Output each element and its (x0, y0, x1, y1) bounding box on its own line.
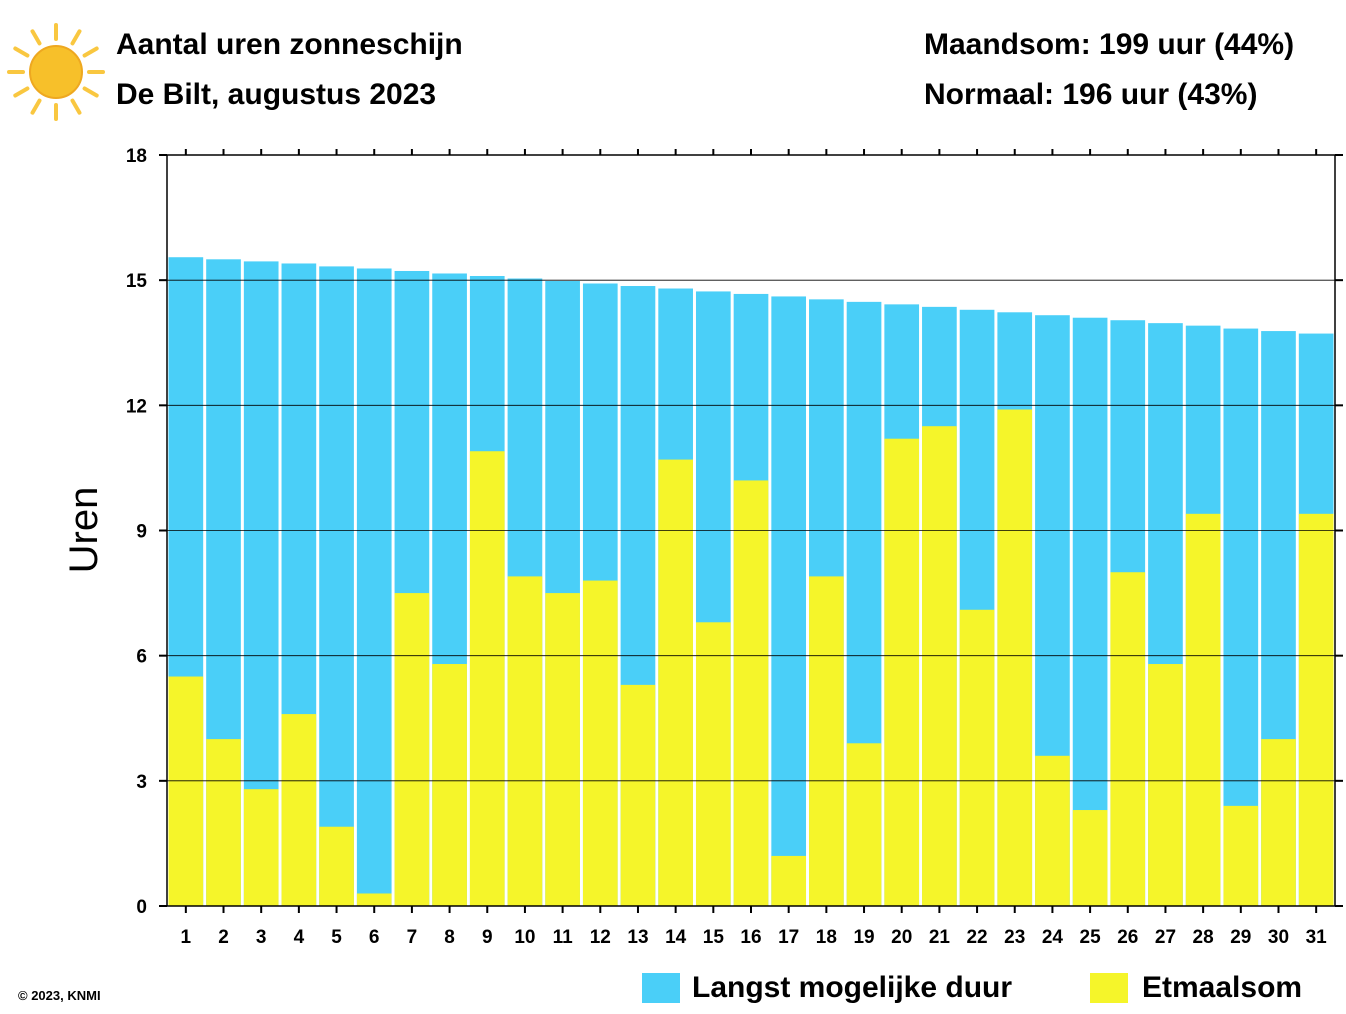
x-tick-label-30: 30 (1268, 927, 1289, 948)
bar-actual-24 (1035, 755, 1070, 906)
sun-disc (29, 45, 83, 99)
x-tick-label-31: 31 (1306, 927, 1328, 948)
bar-actual-18 (809, 576, 844, 906)
sun-ray (82, 46, 99, 58)
x-tick-label-27: 27 (1155, 927, 1176, 948)
copyright-credit: © 2023, KNMI (18, 988, 101, 1003)
bar-actual-14 (658, 459, 693, 906)
x-tick-label-14: 14 (665, 927, 687, 948)
bar-possible-5 (319, 266, 354, 907)
normal-total: Normaal: 196 uur (43%) (924, 78, 1257, 111)
legend-label-possible: Langst mogelijke duur (692, 971, 1012, 1004)
x-tick-label-7: 7 (407, 927, 418, 948)
bar-actual-13 (620, 684, 656, 906)
bar-possible-6 (356, 268, 392, 906)
chart-title: Aantal uren zonneschijn (116, 28, 463, 61)
bar-actual-25 (1072, 810, 1108, 906)
x-tick-label-24: 24 (1042, 927, 1064, 948)
bar-actual-12 (582, 580, 618, 906)
bar-actual-10 (507, 576, 543, 906)
y-tick-label: 3 (136, 772, 147, 793)
legend-swatch-possible (642, 973, 680, 1003)
x-tick-label-23: 23 (1004, 927, 1025, 948)
x-tick-label-21: 21 (929, 927, 951, 948)
x-tick-label-19: 19 (853, 927, 874, 948)
bar-actual-20 (884, 438, 920, 906)
bar-actual-22 (959, 609, 995, 906)
y-tick-label: 18 (126, 146, 147, 167)
x-tick-label-11: 11 (553, 927, 574, 948)
bar-actual-6 (356, 893, 392, 906)
x-tick-label-28: 28 (1193, 927, 1214, 948)
bar-actual-5 (319, 826, 354, 906)
bar-actual-27 (1148, 664, 1183, 906)
bar-actual-19 (846, 743, 882, 906)
bar-actual-30 (1261, 739, 1296, 906)
sun-ray (13, 86, 30, 98)
bar-actual-31 (1298, 513, 1334, 906)
x-tick-label-3: 3 (256, 927, 267, 948)
x-tick-label-15: 15 (703, 927, 725, 948)
x-tick-label-16: 16 (740, 927, 761, 948)
bar-actual-2 (206, 739, 241, 906)
y-axis-label: Uren (62, 487, 106, 574)
x-tick-label-13: 13 (627, 927, 648, 948)
bar-actual-7 (394, 593, 430, 906)
monthly-total: Maandsom: 199 uur (44%) (924, 28, 1294, 61)
bar-possible-25 (1072, 317, 1108, 906)
y-tick-label: 0 (136, 897, 147, 918)
bar-actual-23 (997, 409, 1033, 906)
x-tick-label-4: 4 (294, 927, 305, 948)
bar-actual-29 (1223, 805, 1259, 906)
bar-actual-9 (469, 451, 505, 906)
sun-ray (30, 29, 42, 46)
x-tick-label-5: 5 (331, 927, 342, 948)
x-tick-label-6: 6 (369, 927, 380, 948)
legend-swatch-actual (1090, 973, 1128, 1003)
legend: Langst mogelijke duur Etmaalsom (642, 971, 1302, 1004)
sun-icon (7, 23, 105, 121)
y-tick-label: 15 (126, 271, 148, 292)
legend-label-actual: Etmaalsom (1142, 971, 1302, 1004)
x-tick-label-9: 9 (482, 927, 493, 948)
bar-actual-26 (1110, 572, 1146, 906)
y-tick-label: 12 (126, 396, 147, 417)
sun-ray (82, 86, 99, 98)
x-tick-label-26: 26 (1117, 927, 1138, 948)
x-tick-label-8: 8 (444, 927, 455, 948)
bar-actual-16 (733, 480, 769, 906)
bar-actual-3 (243, 789, 279, 906)
x-tick-label-1: 1 (181, 927, 192, 948)
bar-actual-8 (432, 664, 467, 906)
bar-actual-28 (1185, 513, 1221, 906)
x-tick-label-18: 18 (816, 927, 837, 948)
x-tick-label-17: 17 (778, 927, 799, 948)
x-tick-label-2: 2 (218, 927, 229, 948)
sun-ray (70, 98, 82, 115)
x-tick-label-10: 10 (514, 927, 535, 948)
sun-ray (13, 46, 30, 58)
bar-actual-11 (545, 593, 580, 906)
y-tick-label: 9 (136, 522, 147, 543)
x-tick-label-12: 12 (590, 927, 611, 948)
x-tick-label-29: 29 (1230, 927, 1251, 948)
chart-subtitle: De Bilt, augustus 2023 (116, 78, 436, 111)
x-tick-label-22: 22 (966, 927, 987, 948)
bar-possible-17 (771, 296, 807, 906)
sun-ray (30, 98, 42, 115)
x-tick-label-25: 25 (1080, 927, 1102, 948)
bar-actual-21 (922, 426, 957, 906)
sun-ray (70, 29, 82, 46)
bar-actual-1 (168, 676, 204, 906)
bar-actual-17 (771, 855, 807, 906)
y-tick-label: 6 (136, 647, 147, 668)
bar-actual-4 (281, 714, 317, 906)
bar-actual-15 (695, 622, 731, 906)
x-tick-label-20: 20 (891, 927, 912, 948)
